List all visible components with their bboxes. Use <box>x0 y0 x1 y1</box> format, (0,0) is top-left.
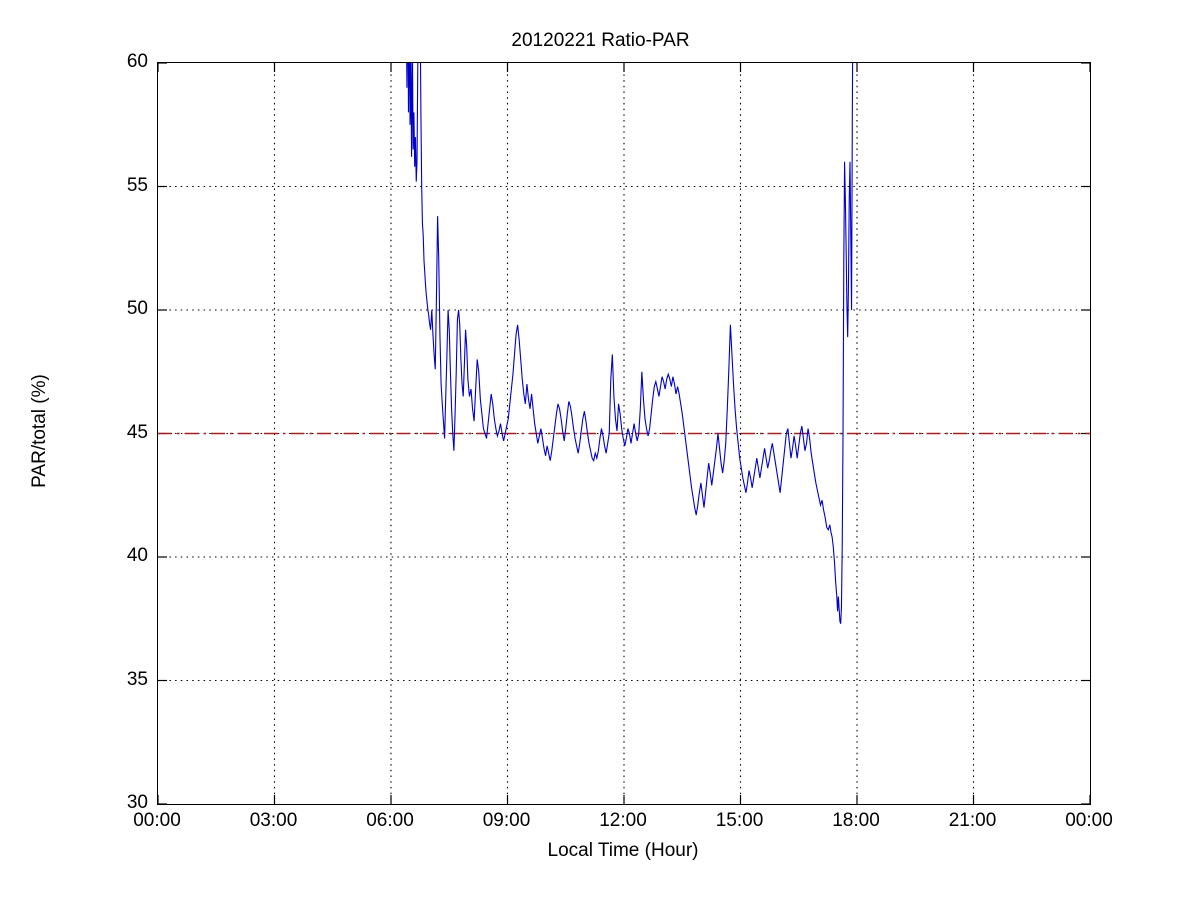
y-axis-label: PAR/total (%) <box>29 374 50 488</box>
x-tick-label: 00:00 <box>1065 810 1113 831</box>
y-tick-label: 35 <box>126 668 148 690</box>
y-tick-label: 30 <box>126 792 148 813</box>
x-tick-label: 12:00 <box>599 810 647 831</box>
x-tick-label: 09:00 <box>482 810 531 831</box>
x-tick-label: 18:00 <box>832 810 880 831</box>
data-series-line <box>406 63 854 624</box>
x-tick-label: 00:00 <box>133 810 181 831</box>
data-series-group <box>406 63 854 624</box>
x-axis-tick-labels: 00:00 03:00 06:00 09:00 12:00 15:00 18:00 21:00… <box>133 810 1113 840</box>
page-title: 20120221 Ratio-PAR <box>511 30 690 51</box>
y-tick-label: 50 <box>126 298 148 319</box>
y-tick-label: 60 <box>126 51 148 72</box>
y-tick-label: 55 <box>126 174 148 196</box>
plot-svg <box>158 63 1090 804</box>
plot-area <box>157 62 1091 805</box>
y-tick-label: 45 <box>126 421 148 443</box>
x-axis-label: Local Time (Hour) <box>547 840 699 861</box>
x-tick-label: 15:00 <box>715 810 764 831</box>
x-tick-label: 21:00 <box>948 810 997 831</box>
x-tick-label: 03:00 <box>249 810 298 831</box>
y-tick-label: 40 <box>126 545 148 566</box>
x-tick-label: 06:00 <box>366 810 414 831</box>
y-axis-tick-labels: 30 35 40 45 50 55 60 <box>93 51 148 813</box>
